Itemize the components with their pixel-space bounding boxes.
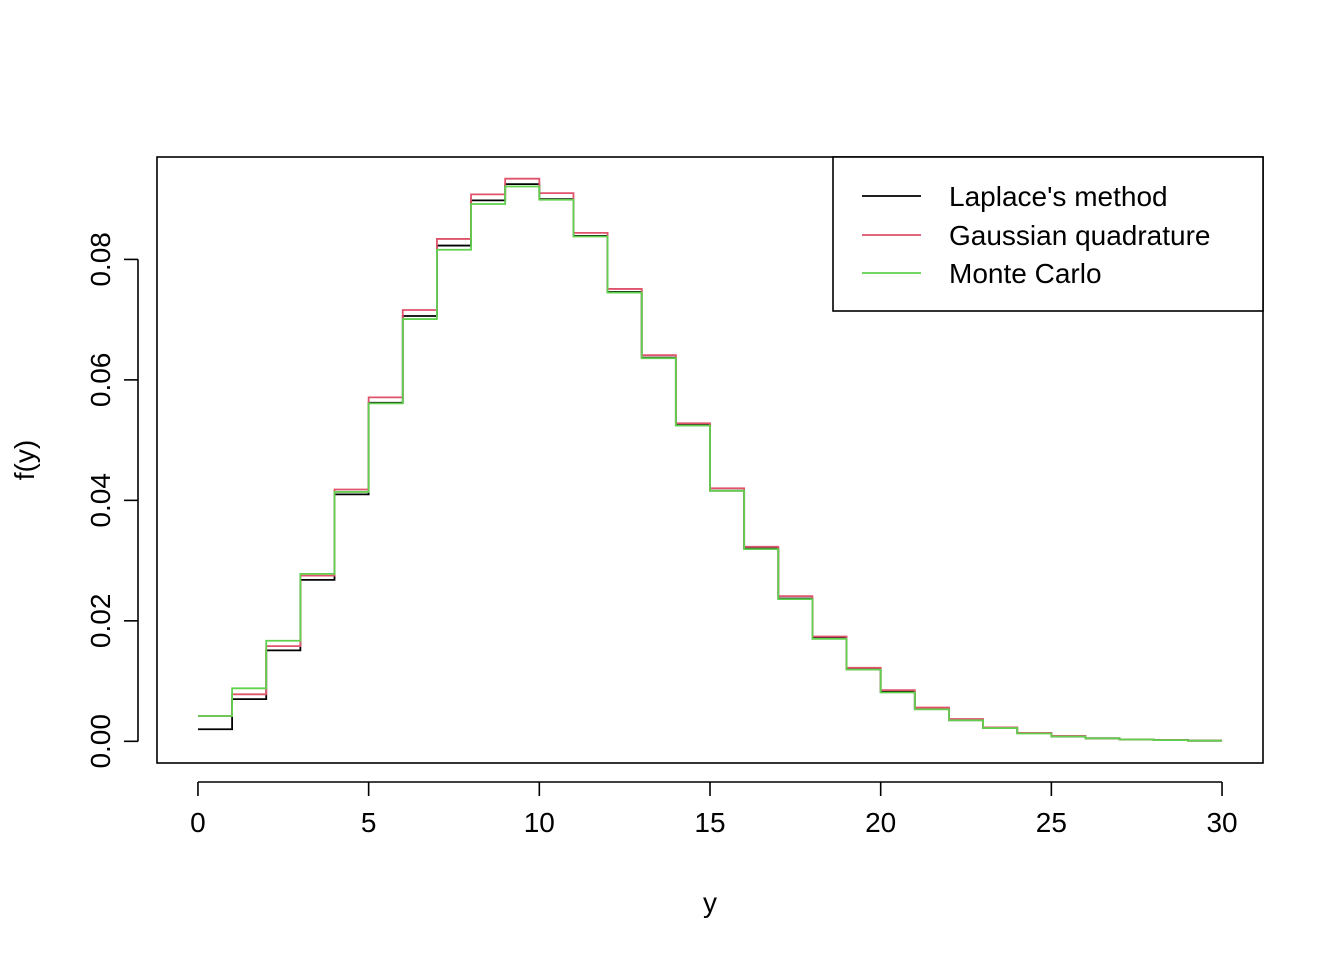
- series-layer: [197, 177, 1223, 742]
- series-line-3: [197, 185, 1223, 742]
- x-tick-label: 0: [190, 807, 206, 838]
- x-tick-label: 20: [865, 807, 896, 838]
- y-axis-label: f(y): [9, 440, 40, 480]
- x-axis-label: y: [703, 887, 717, 918]
- y-tick-label: 0.00: [85, 714, 116, 769]
- plot-frame: [156, 156, 1264, 764]
- y-tick-label: 0.04: [85, 473, 116, 528]
- y-tick-label: 0.02: [85, 594, 116, 649]
- x-tick-label: 30: [1206, 807, 1237, 838]
- y-tick-label: 0.06: [85, 353, 116, 408]
- x-tick-label: 5: [361, 807, 377, 838]
- legend-label-3: Monte Carlo: [949, 258, 1102, 289]
- y-axis: 0.00 0.02 0.04 0.06 0.08: [85, 232, 139, 769]
- legend: Laplace's method Gaussian quadrature Monte…: [832, 156, 1264, 312]
- legend-box: [832, 156, 1264, 312]
- legend-label-1: Laplace's method: [949, 181, 1168, 212]
- x-tick-label: 15: [694, 807, 725, 838]
- legend-label-2: Gaussian quadrature: [949, 220, 1211, 251]
- y-tick-label: 0.08: [85, 232, 116, 287]
- x-axis: 0 5 10 15 20 25 30: [190, 781, 1238, 838]
- x-tick-label: 10: [524, 807, 555, 838]
- x-tick-label: 25: [1036, 807, 1067, 838]
